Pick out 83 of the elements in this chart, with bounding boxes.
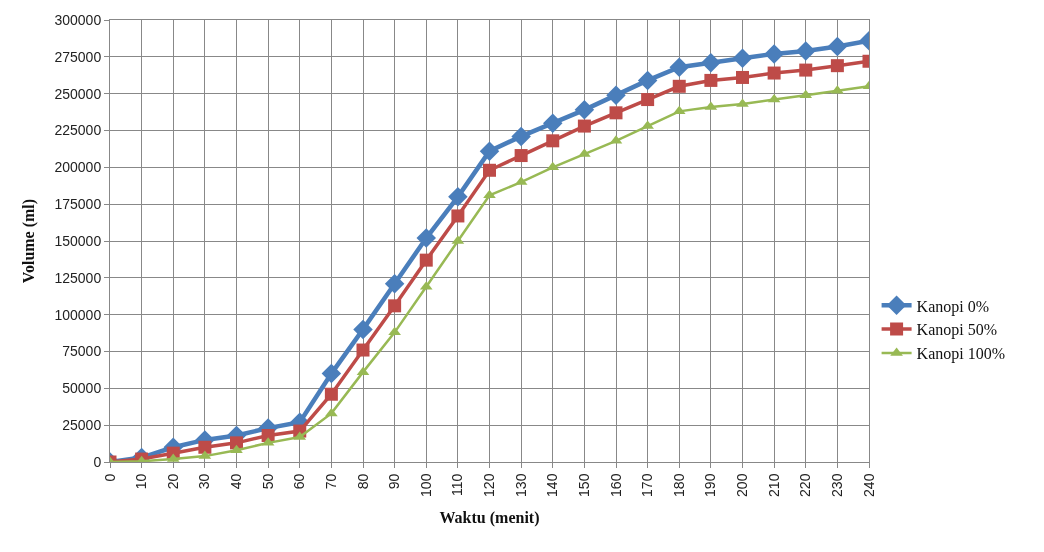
point	[416, 228, 436, 248]
y-tick-label: 75000	[62, 343, 102, 360]
y-tick-label: 125000	[54, 269, 102, 286]
point	[736, 70, 749, 84]
x-tick-label: 50	[259, 473, 276, 490]
point	[827, 36, 848, 57]
x-tick-label: 130	[512, 473, 529, 497]
x-tick-label: 160	[607, 473, 624, 497]
point	[606, 85, 626, 105]
point	[451, 209, 465, 223]
x-tick-label: 60	[291, 473, 308, 490]
point	[637, 70, 658, 91]
point	[609, 106, 623, 120]
y-axis-title: Volume (ml)	[20, 198, 39, 284]
point	[479, 141, 500, 161]
y-tick-label: 100000	[54, 306, 102, 323]
x-tick-label: 90	[386, 473, 403, 490]
y-tick-label: 200000	[54, 159, 102, 176]
point	[198, 440, 212, 454]
point	[321, 363, 342, 384]
y-tick-label: 50000	[62, 380, 102, 397]
point	[830, 59, 844, 73]
y-tick-label: 300000	[54, 11, 102, 28]
point	[483, 163, 496, 177]
y-tick-label: 25000	[62, 417, 102, 434]
point	[764, 44, 784, 64]
point	[324, 387, 338, 401]
y-tick-label: 0	[93, 453, 102, 470]
x-tick-label: 40	[228, 473, 245, 490]
x-tick-label: 100	[417, 473, 434, 497]
x-tick-label: 110	[449, 473, 466, 496]
point	[353, 319, 373, 340]
x-tick-label: 20	[164, 473, 181, 490]
x-tick-label: 170	[639, 473, 656, 497]
legend-label: Kanopi 0%	[916, 297, 990, 316]
point	[732, 48, 753, 69]
point	[641, 93, 655, 107]
point	[543, 113, 563, 133]
point	[448, 187, 468, 207]
point	[325, 407, 338, 417]
x-tick-label: 240	[860, 473, 877, 497]
y-tick-label: 225000	[54, 122, 102, 139]
x-tick-label: 10	[133, 473, 150, 490]
point	[799, 63, 813, 77]
legend-label: Kanopi 50%	[916, 321, 998, 340]
y-tick-label: 275000	[54, 48, 102, 65]
point	[577, 119, 591, 133]
x-tick-label: 200	[734, 473, 751, 497]
x-axis-title: Waktu (menit)	[439, 508, 540, 527]
point	[767, 66, 781, 80]
x-tick-label: 230	[828, 473, 845, 497]
point	[672, 79, 686, 93]
x-tick-label: 70	[322, 473, 339, 490]
point	[384, 273, 405, 294]
point	[546, 161, 560, 171]
point	[511, 126, 531, 147]
y-tick-label: 150000	[54, 232, 102, 249]
x-tick-label: 210	[765, 473, 782, 497]
x-tick-label: 120	[481, 473, 498, 497]
x-tick-label: 150	[575, 473, 592, 497]
x-tick-label: 140	[544, 473, 561, 497]
x-tick-label: 30	[196, 473, 213, 490]
point	[483, 189, 496, 199]
x-tick-label: 220	[797, 473, 814, 497]
point	[546, 134, 560, 148]
y-tick-label: 175000	[54, 196, 102, 213]
x-tick-label: 80	[354, 473, 371, 490]
point	[574, 100, 595, 120]
point	[672, 105, 686, 115]
point	[388, 326, 401, 336]
legend-label: Kanopi 100%	[916, 345, 1006, 364]
point	[704, 73, 718, 87]
point	[419, 253, 433, 267]
point	[796, 41, 816, 61]
point	[514, 149, 528, 163]
x-tick-label: 190	[702, 473, 719, 497]
point	[701, 52, 721, 73]
x-tick-label: 0	[101, 473, 118, 482]
point	[356, 343, 370, 357]
point	[669, 57, 689, 77]
y-tick-label: 250000	[54, 85, 102, 102]
x-tick-label: 180	[670, 473, 687, 497]
point	[388, 299, 402, 313]
